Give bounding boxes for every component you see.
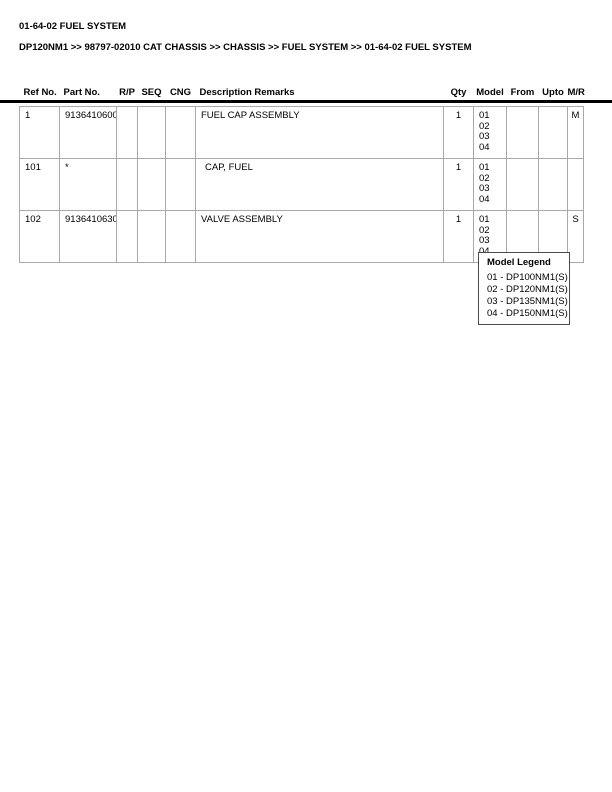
cell-seq (137, 158, 166, 211)
column-header-upto: Upto (542, 87, 564, 98)
model-code: 03 (479, 235, 490, 246)
model-code: 04 (479, 141, 490, 153)
breadcrumb: DP120NM1 >> 98797-02010 CAT CHASSIS >> C… (19, 42, 472, 53)
legend-item: 01 - DP100NM1(S) (487, 272, 568, 283)
cell-ref-no: 101 (19, 158, 60, 211)
model-code: 02 (479, 120, 490, 132)
column-header-rp: R/P (119, 87, 135, 98)
legend-item: 02 - DP120NM1(S) (487, 284, 568, 295)
cell-cng (165, 210, 196, 263)
cell-cng (165, 158, 196, 211)
cell-rp (116, 106, 138, 159)
header-divider-rule (0, 100, 612, 103)
legend-item: 03 - DP135NM1(S) (487, 296, 568, 307)
model-code: 04 (479, 245, 490, 257)
column-header-from: From (510, 87, 535, 98)
column-header-ref-no: Ref No. (23, 87, 57, 98)
model-code: 03 (479, 131, 490, 142)
table-row: 101 * CAP, FUEL 1 01 02 03 04 (19, 158, 584, 211)
cell-part-no: 9136410600 (59, 106, 117, 159)
cell-from (506, 106, 539, 159)
model-code: 02 (479, 172, 490, 184)
table-row: 1 9136410600 FUEL CAP ASSEMBLY 1 01 02 0… (19, 106, 584, 159)
model-code: 01 (479, 110, 490, 121)
cell-mr: M (567, 106, 584, 159)
column-header-cng: CNG (169, 87, 192, 98)
column-header-part-no: Part No. (63, 87, 100, 98)
cell-qty: 1 (443, 210, 474, 263)
cell-mr (567, 158, 584, 211)
cell-seq (137, 106, 166, 159)
cell-cng (165, 106, 196, 159)
cell-model: 01 02 03 04 (473, 158, 507, 211)
cell-description: VALVE ASSEMBLY (195, 210, 444, 263)
legend-item: 04 - DP150NM1(S) (487, 308, 568, 319)
model-legend-box: Model Legend 01 - DP100NM1(S) 02 - DP120… (478, 252, 570, 325)
cell-description: CAP, FUEL (195, 158, 444, 211)
column-header-model: Model (476, 87, 504, 98)
cell-rp (116, 210, 138, 263)
model-code: 02 (479, 224, 490, 236)
cell-from (506, 158, 539, 211)
model-code: 01 (479, 214, 490, 225)
parts-table: Ref No. Part No. R/P SEQ CNG Description… (19, 84, 585, 263)
model-code: 01 (479, 162, 490, 173)
cell-qty: 1 (443, 158, 474, 211)
cell-rp (116, 158, 138, 211)
cell-upto (538, 158, 568, 211)
cell-ref-no: 1 (19, 106, 60, 159)
cell-qty: 1 (443, 106, 474, 159)
model-legend-title: Model Legend (487, 257, 551, 268)
cell-ref-no: 102 (19, 210, 60, 263)
table-header-row: Ref No. Part No. R/P SEQ CNG Description… (20, 84, 585, 107)
column-header-description: Description Remarks (199, 87, 295, 98)
cell-upto (538, 106, 568, 159)
cell-part-no: * (59, 158, 117, 211)
column-header-mr: M/R (567, 87, 585, 98)
column-header-qty: Qty (450, 87, 467, 98)
cell-seq (137, 210, 166, 263)
model-code: 03 (479, 183, 490, 194)
cell-part-no: 9136410630 (59, 210, 117, 263)
cell-mr: S (567, 210, 584, 263)
cell-model: 01 02 03 04 (473, 106, 507, 159)
cell-description: FUEL CAP ASSEMBLY (195, 106, 444, 159)
model-code: 04 (479, 193, 490, 205)
page-title: 01-64-02 FUEL SYSTEM (19, 21, 127, 32)
column-header-seq: SEQ (141, 87, 162, 98)
